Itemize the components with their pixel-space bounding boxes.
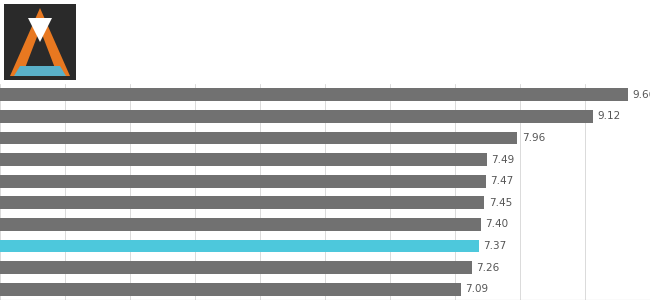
Bar xyxy=(0,283,461,296)
Bar xyxy=(4,4,76,80)
Bar xyxy=(0,218,481,231)
Text: 7.45: 7.45 xyxy=(489,198,512,208)
Bar xyxy=(0,131,517,145)
Text: 7.26: 7.26 xyxy=(476,262,500,273)
Text: 7.09: 7.09 xyxy=(465,284,489,294)
Text: 7.40: 7.40 xyxy=(486,219,509,230)
Text: 9.12: 9.12 xyxy=(597,111,621,122)
Polygon shape xyxy=(10,8,70,76)
Bar xyxy=(0,261,472,274)
Bar xyxy=(0,196,484,209)
Bar xyxy=(0,239,479,253)
Bar xyxy=(0,175,486,188)
Text: 7.96: 7.96 xyxy=(522,133,545,143)
Bar xyxy=(0,153,487,166)
Bar xyxy=(0,110,593,123)
Bar xyxy=(0,88,628,101)
Text: 7.49: 7.49 xyxy=(491,154,515,165)
Text: 9.66: 9.66 xyxy=(632,90,650,100)
Text: 7.47: 7.47 xyxy=(490,176,514,186)
Text: Score in PTS - Higher is Better: Score in PTS - Higher is Better xyxy=(84,54,241,64)
Polygon shape xyxy=(14,66,66,76)
Polygon shape xyxy=(28,18,52,42)
Text: Cinebench R11.5 - Multi-Threaded Benchmark: Cinebench R11.5 - Multi-Threaded Benchma… xyxy=(84,26,532,44)
Text: 7.37: 7.37 xyxy=(484,241,507,251)
